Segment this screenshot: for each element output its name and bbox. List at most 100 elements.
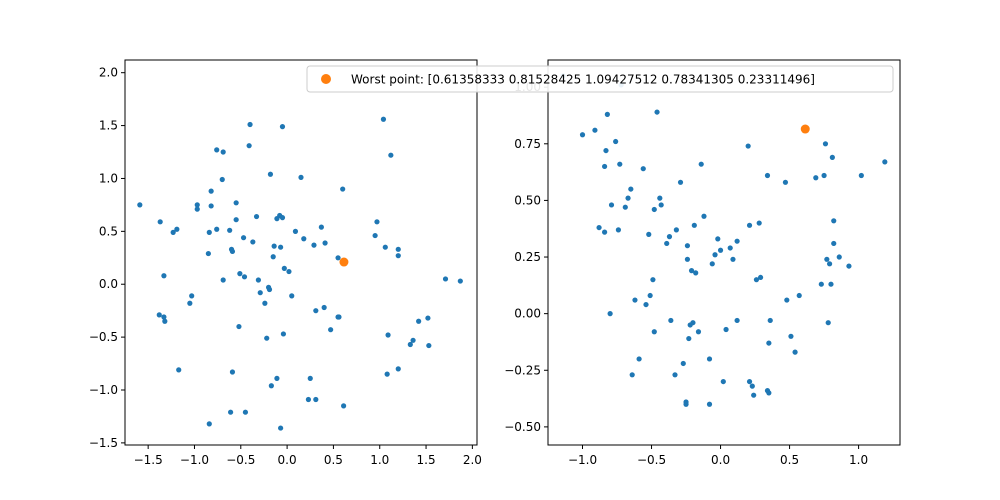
right-data-point xyxy=(607,311,613,317)
right-data-point xyxy=(824,256,830,262)
left-data-point xyxy=(289,293,295,299)
right-data-point xyxy=(603,147,609,154)
left-subplot: −1.5 −1.0 −0.5 0.0 0.5 1.0 1.5 2.0 −1.5 −1.0 −0.5… xyxy=(89,59,482,467)
left-data-point xyxy=(137,202,143,208)
right-data-point xyxy=(654,109,660,115)
legend-box xyxy=(306,65,894,93)
right-data-point xyxy=(604,111,610,117)
right-subplot-y-ticks: −0.50−0.250.000.250.500.751.00 xyxy=(504,80,548,434)
right-data-point xyxy=(686,335,692,342)
left-data-point xyxy=(281,265,287,271)
left-y-tick-label: −1.5 xyxy=(89,436,118,450)
left-subplot-x-ticks: −1.5 −1.0 −0.5 0.0 0.5 1.0 1.5 2.0 xyxy=(134,445,482,467)
left-data-point xyxy=(194,206,200,212)
left-data-point xyxy=(341,403,347,409)
left-data-point xyxy=(250,239,256,245)
right-data-point xyxy=(640,166,646,172)
right-y-tick-label: 0.25 xyxy=(514,250,541,264)
right-data-point xyxy=(706,356,713,362)
left-data-point xyxy=(457,278,463,284)
right-data-point xyxy=(668,317,674,324)
right-subplot-x-ticks: −1.0 −0.5 0.0 0.5 1.0 xyxy=(568,445,868,467)
left-data-point xyxy=(388,152,394,158)
left-data-point xyxy=(206,229,212,235)
left-data-point xyxy=(267,171,274,177)
right-data-point xyxy=(602,163,608,170)
left-data-point xyxy=(255,277,261,283)
right-data-point xyxy=(592,127,598,133)
right-data-point xyxy=(757,274,764,281)
right-data-point xyxy=(691,222,697,228)
right-data-point xyxy=(746,378,753,385)
right-x-tick-label: 1.0 xyxy=(849,453,868,467)
right-data-point xyxy=(629,372,635,378)
right-data-point xyxy=(746,222,753,228)
left-data-point xyxy=(174,226,180,232)
left-data-point xyxy=(162,318,168,324)
left-data-point xyxy=(246,143,252,149)
left-data-point xyxy=(382,244,388,250)
right-data-point xyxy=(680,360,686,367)
left-data-point xyxy=(407,341,413,348)
right-data-point xyxy=(756,220,762,226)
legend: Worst point: [0.61358333 0.81528425 1.09… xyxy=(306,65,894,93)
right-data-point xyxy=(651,206,657,213)
left-data-point xyxy=(372,232,378,239)
right-subplot: −1.0 −0.5 0.0 0.5 1.0 −0.50 −0.25 0.00 0.25 0.50… xyxy=(504,59,901,467)
right-data-point xyxy=(836,254,842,260)
right-data-point xyxy=(712,252,718,258)
right-y-tick-label: −0.25 xyxy=(504,363,541,377)
right-data-point xyxy=(767,317,773,324)
left-y-tick-label: −0.5 xyxy=(89,330,118,344)
right-data-point xyxy=(827,261,833,267)
left-data-point xyxy=(374,219,380,225)
left-data-point xyxy=(321,304,327,311)
left-data-point xyxy=(205,250,211,257)
left-data-point xyxy=(286,268,292,275)
left-data-point xyxy=(228,409,234,415)
right-data-point xyxy=(698,161,704,167)
left-data-point xyxy=(253,213,260,220)
left-data-point xyxy=(206,421,212,427)
left-data-point xyxy=(442,276,449,282)
right-data-point xyxy=(825,320,831,326)
right-data-point xyxy=(846,263,852,269)
left-data-point xyxy=(340,186,346,192)
right-data-point xyxy=(632,297,638,303)
left-worst-point xyxy=(339,257,349,267)
left-data-point xyxy=(240,235,247,241)
left-y-tick-label: 1.5 xyxy=(99,119,118,133)
left-data-point xyxy=(426,342,432,349)
left-data-point xyxy=(229,369,236,375)
left-data-point xyxy=(268,383,274,389)
right-x-tick-label: 0.5 xyxy=(780,453,799,467)
left-data-point xyxy=(280,331,286,337)
right-data-point xyxy=(684,243,691,249)
right-data-point xyxy=(693,270,699,276)
right-data-point xyxy=(828,281,834,287)
left-data-point xyxy=(189,293,195,299)
left-data-point xyxy=(157,219,163,225)
left-subplot-points xyxy=(137,116,463,431)
right-data-point xyxy=(647,292,653,299)
left-data-point xyxy=(384,371,390,377)
left-data-point xyxy=(313,308,319,314)
left-data-point xyxy=(385,332,391,338)
left-data-point xyxy=(279,215,286,221)
right-data-point xyxy=(818,281,824,287)
right-data-point xyxy=(579,132,586,138)
right-subplot-points xyxy=(560,73,888,407)
left-data-point xyxy=(395,246,401,252)
right-data-point xyxy=(684,256,691,262)
right-data-point xyxy=(672,372,678,378)
right-data-point xyxy=(782,179,789,185)
right-data-point xyxy=(596,224,602,231)
right-subplot-frame xyxy=(547,59,901,446)
right-data-point xyxy=(829,154,835,160)
left-x-tick-label: −0.5 xyxy=(226,453,255,467)
right-data-point xyxy=(608,202,615,208)
left-data-point xyxy=(395,253,401,259)
left-y-tick-label: 1.0 xyxy=(99,171,118,185)
right-data-point xyxy=(796,292,802,299)
